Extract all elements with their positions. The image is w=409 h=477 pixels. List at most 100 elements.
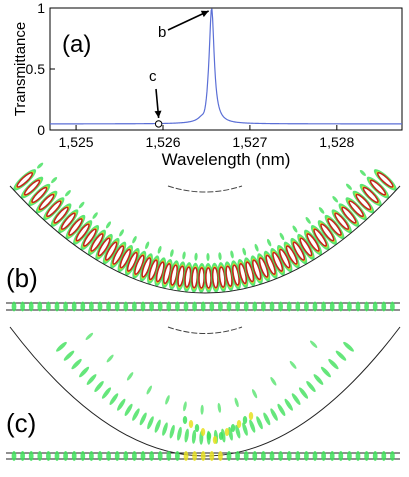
annotation-c: c — [149, 68, 163, 128]
field-lobe — [169, 424, 175, 439]
field-lobe — [261, 301, 266, 312]
field-lobe — [166, 451, 172, 461]
field-lobe — [182, 416, 188, 424]
field-lobe — [299, 237, 313, 257]
field-lobe — [106, 451, 111, 461]
field-lobe — [177, 426, 182, 441]
y-axis-title: Transmittance — [12, 22, 29, 116]
field-lobe — [266, 238, 272, 247]
field-lobe — [243, 451, 249, 461]
field-lobe — [63, 350, 75, 361]
field-lobe — [191, 266, 199, 289]
field-lobe — [104, 241, 118, 261]
field-lobe — [205, 267, 212, 289]
field-lobe — [381, 451, 387, 461]
field-lobe — [278, 248, 291, 269]
field-lobe — [23, 179, 41, 196]
field-lobe — [304, 301, 309, 312]
annotation-b-arrowhead — [200, 10, 209, 18]
field-lobe — [284, 398, 293, 411]
field-lobe — [345, 183, 352, 190]
field-lobe — [338, 301, 344, 312]
field-lobe — [279, 232, 285, 241]
field-lobe — [320, 366, 331, 378]
field-lobe — [149, 301, 155, 312]
field-lobe — [134, 254, 145, 275]
field-lobe — [147, 416, 154, 430]
field-lobe — [157, 451, 163, 461]
field-lobe — [289, 360, 297, 369]
field-lobe — [112, 245, 125, 265]
field-lobe — [46, 301, 51, 312]
field-lobe — [11, 451, 17, 461]
field-lobe — [139, 412, 147, 426]
field-lobe — [224, 428, 230, 436]
field-lobe — [218, 432, 224, 440]
field-lobe — [218, 301, 223, 312]
field-lobe — [109, 393, 119, 405]
x-tick-label: 1,528 — [319, 134, 354, 150]
field-lobe — [145, 241, 150, 250]
field-lobe — [191, 429, 197, 444]
field-lobe — [97, 237, 111, 257]
ring-inner-edge-c — [167, 326, 243, 334]
ring-outer-edge-b — [9, 185, 401, 294]
field-lobe — [183, 401, 187, 412]
field-lobe — [261, 451, 266, 461]
field-lobe — [249, 419, 256, 433]
field-lobe — [252, 301, 258, 312]
field-panel-c: (c) — [6, 326, 401, 461]
field-lobe — [175, 301, 180, 312]
field-lobe — [117, 398, 126, 411]
field-lobe — [231, 264, 240, 286]
field-lobe — [332, 196, 339, 203]
field-lobe — [155, 261, 165, 283]
field-lobe — [192, 451, 198, 461]
field-lobe — [157, 245, 162, 254]
field-lobe — [31, 186, 48, 204]
field-lobe — [313, 228, 328, 247]
field-lobe — [71, 301, 77, 312]
field-lobe — [256, 416, 263, 430]
field-lobe — [105, 221, 112, 229]
spectrum-panel: 00.51 1,525 1,526 1,527 1,528 (a) Transmitt… — [12, 0, 403, 169]
y-tick-label: 0.5 — [26, 61, 46, 77]
field-lobe — [132, 451, 137, 461]
field-lobe — [126, 372, 134, 381]
field-lobe — [209, 301, 215, 312]
annotation-c-arrowhead — [154, 110, 162, 118]
field-lobe — [198, 267, 205, 289]
x-tick-label: 1,526 — [145, 134, 180, 150]
field-lobe — [291, 393, 301, 405]
field-lobe — [75, 223, 90, 242]
field-lobe — [166, 301, 172, 312]
field-lobe — [318, 207, 325, 214]
annotation-b-label: b — [158, 24, 166, 41]
field-lobe — [376, 171, 394, 188]
field-lobe — [106, 354, 114, 363]
ring-outer-edge-c — [9, 326, 401, 457]
field-lobe — [183, 301, 189, 312]
field-lobe — [242, 416, 248, 424]
field-panel-b: (b) — [6, 162, 401, 312]
field-lobe — [252, 451, 258, 461]
field-lobe — [200, 301, 206, 312]
panel-label-b: (b) — [6, 263, 38, 293]
field-lobe — [254, 243, 259, 252]
field-lobe — [277, 403, 286, 416]
field-lobe — [80, 451, 86, 461]
field-lobe — [321, 301, 326, 312]
annotation-b-arrow — [167, 10, 209, 31]
field-lobe — [132, 236, 137, 244]
field-lobe — [157, 301, 163, 312]
field-lobe — [270, 377, 277, 386]
field-lobe — [192, 301, 198, 312]
field-lobe — [278, 301, 283, 312]
field-lobe — [38, 193, 55, 211]
field-lobe — [343, 341, 354, 352]
field-lobe — [355, 301, 361, 312]
field-lobe — [85, 332, 94, 341]
field-lobe — [305, 216, 311, 224]
field-lobe — [292, 241, 306, 261]
